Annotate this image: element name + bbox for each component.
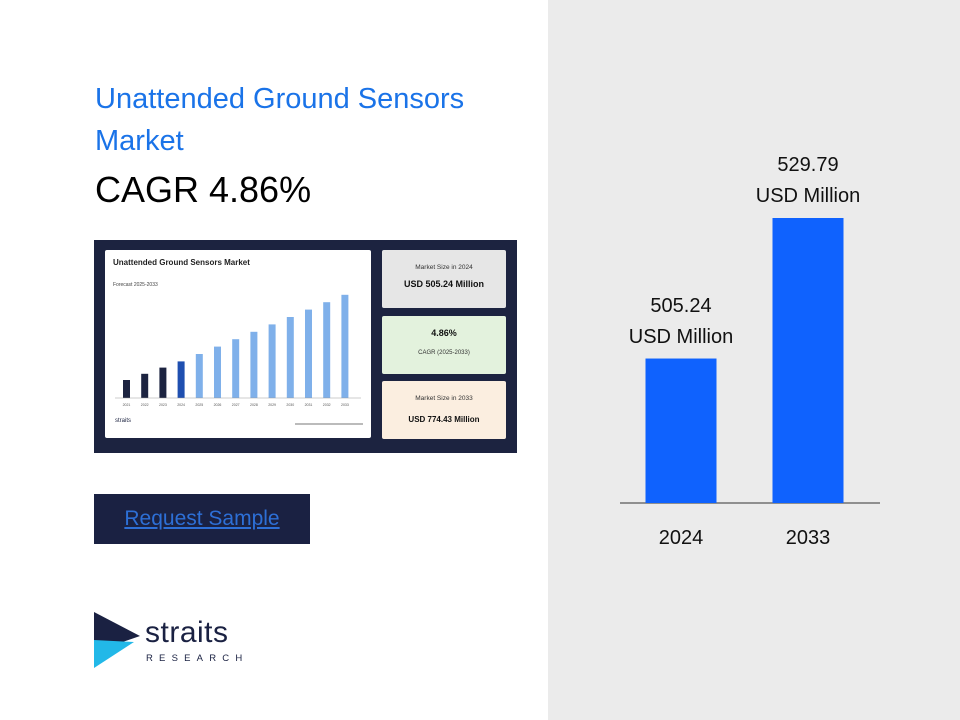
thumbnail-year-label: 2030 <box>286 403 294 407</box>
thumbnail-footnote <box>295 423 363 425</box>
bar-value-unit: USD Million <box>755 185 861 207</box>
x-tick-label-2024: 2024 <box>658 527 704 549</box>
bar-value-number: 529.79 <box>777 154 839 176</box>
bar-value-number: 505.24 <box>650 294 712 317</box>
thumbnail-year-label: 2023 <box>159 403 167 407</box>
bar-value-label-2033: 529.79 USD Million <box>728 150 888 212</box>
market-size-2033-value: USD 774.43 Million <box>408 415 480 424</box>
thumbnail-bar-2026 <box>214 346 221 398</box>
thumbnail-bar-2033 <box>341 294 349 398</box>
page-title: Unattended Ground Sensors Market <box>95 83 465 157</box>
thumbnail-bar-2022 <box>141 373 149 398</box>
thumbnail-year-label: 2027 <box>232 403 240 407</box>
thumbnail-year-label: 2028 <box>250 403 258 407</box>
market-size-2024-value: USD 505.24 Million <box>403 279 485 289</box>
market-size-2024-label: Market Size in 2024 <box>415 264 473 271</box>
cagr-box-label: CAGR (2025-2033) <box>418 350 470 356</box>
thumbnail-year-label: 2026 <box>214 403 222 407</box>
thumbnail-bar-2023 <box>159 367 167 398</box>
cagr-headline: CAGR 4.86% <box>95 169 312 210</box>
thumbnail-bar-2024 <box>177 361 185 398</box>
straits-logo-icon <box>94 612 140 668</box>
bar-value-unit: USD Million <box>628 325 734 348</box>
market-infographic-thumbnail: Unattended Ground Sensors Market Forecas… <box>94 240 517 453</box>
thumbnail-bar-2027 <box>232 339 240 398</box>
market-size-bar-chart <box>620 218 880 504</box>
thumbnail-logo: straits <box>115 418 132 424</box>
thumbnail-bar-2025 <box>195 354 203 398</box>
thumbnail-year-label: 2021 <box>123 403 131 407</box>
bar-value-label-2024: 505.24 USD Million <box>601 291 761 353</box>
thumbnail-year-label: 2025 <box>195 403 203 407</box>
thumbnail-subtitle: Forecast 2025-2033 <box>113 282 158 288</box>
bar-2024 <box>645 358 717 503</box>
market-size-2033-box: Market Size in 2033 USD 774.43 Million <box>382 381 506 439</box>
thumbnail-bar-2031 <box>305 309 312 398</box>
thumbnail-bar-2021 <box>123 380 130 398</box>
market-size-2024-box: Market Size in 2024 USD 505.24 Million <box>382 250 506 308</box>
thumbnail-title: Unattended Ground Sensors Market <box>113 258 250 267</box>
thumbnail-year-label: 2022 <box>141 403 149 407</box>
cagr-box-value: 4.86% <box>431 328 457 338</box>
request-sample-button[interactable]: Request Sample <box>94 494 310 544</box>
thumbnail-bar-2029 <box>268 324 276 398</box>
thumbnail-year-label: 2032 <box>323 403 331 407</box>
logo-wordmark: straits <box>145 616 229 649</box>
thumbnail-bar-2030 <box>286 317 294 398</box>
thumbnail-year-label: 2031 <box>305 403 313 407</box>
thumbnail-chart-card: Unattended Ground Sensors Market Forecas… <box>105 250 371 438</box>
thumbnail-year-label: 2033 <box>341 403 349 407</box>
x-tick-label-2033: 2033 <box>785 527 831 549</box>
market-size-2033-label: Market Size in 2033 <box>415 395 473 402</box>
thumbnail-bar-chart: 2021 2022 2023 2024 2025 2026 2027 2028 2029 2030… <box>115 294 361 407</box>
logo-subtitle: RESEARCH <box>146 653 249 664</box>
thumbnail-year-label: 2024 <box>177 403 185 407</box>
thumbnail-bar-2032 <box>323 302 331 398</box>
thumbnail-year-label: 2029 <box>268 403 276 407</box>
request-sample-label: Request Sample <box>124 507 280 530</box>
cagr-box: 4.86% CAGR (2025-2033) <box>382 316 506 374</box>
thumbnail-bar-2028 <box>250 331 258 398</box>
chart-panel-background <box>548 0 960 720</box>
bar-2033 <box>772 218 844 503</box>
